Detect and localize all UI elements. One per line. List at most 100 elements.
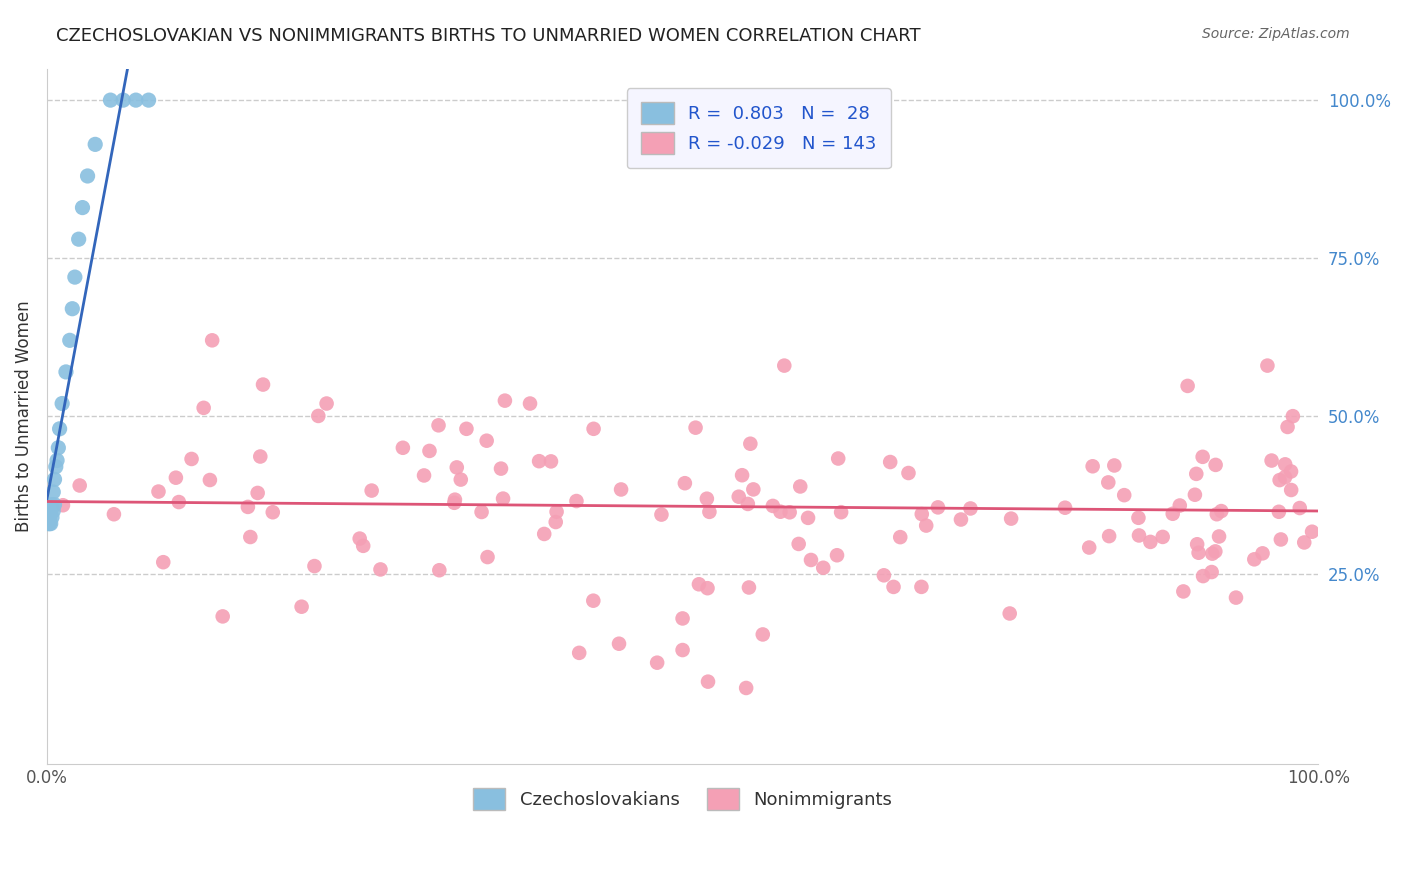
Point: [738, 581, 761, 595]
Point: [1078, 541, 1101, 555]
Point: [1208, 529, 1230, 543]
Point: [544, 515, 567, 529]
Point: [1201, 565, 1223, 579]
Point: [1054, 500, 1077, 515]
Point: [568, 646, 591, 660]
Point: [752, 627, 775, 641]
Point: [1274, 470, 1296, 484]
Point: [825, 548, 848, 562]
Point: [418, 444, 440, 458]
Point: [46, 453, 69, 467]
Point: [51, 396, 73, 410]
Point: [873, 568, 896, 582]
Point: [742, 483, 765, 497]
Point: [779, 505, 801, 519]
Point: [1177, 379, 1199, 393]
Point: [688, 577, 710, 591]
Point: [1192, 569, 1215, 583]
Point: [413, 468, 436, 483]
Point: [1114, 488, 1136, 502]
Point: [262, 505, 284, 519]
Point: [1277, 420, 1299, 434]
Point: [1168, 499, 1191, 513]
Point: [477, 550, 499, 565]
Point: [830, 505, 852, 519]
Point: [685, 420, 707, 434]
Text: Source: ZipAtlas.com: Source: ZipAtlas.com: [1202, 27, 1350, 41]
Point: [949, 512, 972, 526]
Point: [696, 491, 718, 506]
Point: [475, 434, 498, 448]
Point: [249, 450, 271, 464]
Point: [349, 532, 371, 546]
Point: [427, 563, 450, 577]
Point: [38, 516, 60, 531]
Point: [697, 674, 720, 689]
Text: CZECHOSLOVAKIAN VS NONIMMIGRANTS BIRTHS TO UNMARRIED WOMEN CORRELATION CHART: CZECHOSLOVAKIAN VS NONIMMIGRANTS BIRTHS …: [56, 27, 921, 45]
Point: [813, 561, 835, 575]
Point: [1270, 533, 1292, 547]
Point: [392, 441, 415, 455]
Point: [63, 270, 86, 285]
Point: [236, 500, 259, 514]
Point: [911, 507, 934, 521]
Point: [519, 396, 541, 410]
Point: [927, 500, 949, 515]
Point: [1282, 409, 1305, 424]
Point: [67, 232, 90, 246]
Point: [456, 422, 478, 436]
Point: [45, 459, 67, 474]
Point: [1274, 458, 1296, 472]
Point: [773, 359, 796, 373]
Point: [915, 518, 938, 533]
Point: [800, 553, 823, 567]
Point: [46, 441, 69, 455]
Point: [1081, 459, 1104, 474]
Point: [1279, 483, 1302, 497]
Point: [727, 490, 749, 504]
Point: [444, 492, 467, 507]
Point: [789, 479, 811, 493]
Point: [1256, 359, 1278, 373]
Point: [42, 485, 65, 500]
Point: [72, 201, 94, 215]
Point: [44, 472, 66, 486]
Point: [38, 510, 60, 524]
Point: [1000, 511, 1022, 525]
Point: [1184, 488, 1206, 502]
Point: [41, 510, 63, 524]
Point: [645, 656, 668, 670]
Point: [897, 466, 920, 480]
Point: [76, 169, 98, 183]
Point: [252, 377, 274, 392]
Point: [112, 93, 135, 107]
Point: [125, 93, 148, 107]
Point: [39, 504, 62, 518]
Point: [1185, 467, 1208, 481]
Point: [1098, 529, 1121, 543]
Point: [489, 461, 512, 475]
Point: [48, 422, 70, 436]
Point: [1205, 507, 1227, 521]
Point: [1279, 465, 1302, 479]
Point: [1152, 530, 1174, 544]
Point: [471, 505, 494, 519]
Point: [69, 478, 91, 492]
Point: [582, 593, 605, 607]
Point: [167, 495, 190, 509]
Point: [797, 511, 820, 525]
Point: [37, 516, 59, 531]
Point: [699, 505, 721, 519]
Point: [1104, 458, 1126, 473]
Point: [103, 508, 125, 522]
Point: [180, 452, 202, 467]
Point: [762, 499, 785, 513]
Point: [443, 496, 465, 510]
Point: [565, 494, 588, 508]
Point: [42, 504, 65, 518]
Point: [1211, 504, 1233, 518]
Point: [291, 599, 314, 614]
Point: [138, 93, 160, 107]
Point: [315, 396, 337, 410]
Point: [910, 580, 932, 594]
